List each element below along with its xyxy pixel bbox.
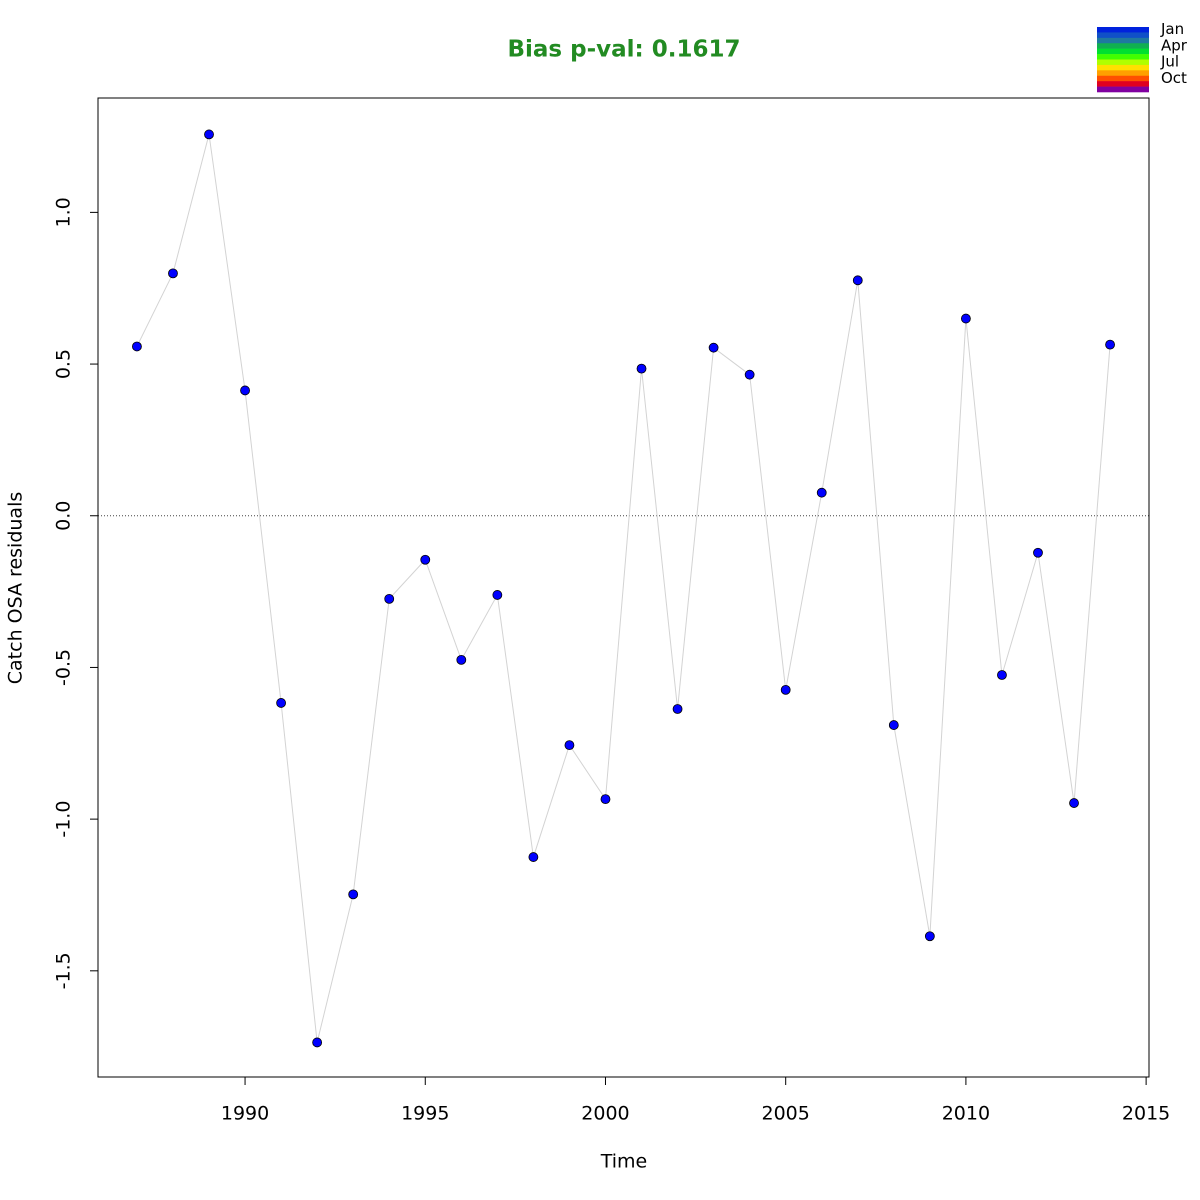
data-point xyxy=(780,684,791,695)
data-point xyxy=(492,590,503,600)
data-point xyxy=(420,554,431,565)
y-tick-label: 1.0 xyxy=(53,197,75,227)
legend-swatch xyxy=(1097,75,1149,82)
data-point xyxy=(744,369,755,380)
data-point xyxy=(672,704,683,714)
x-tick-label: 2010 xyxy=(942,1103,990,1125)
series-line xyxy=(136,134,1111,1043)
x-tick-label: 2015 xyxy=(1122,1103,1170,1125)
x-tick-label: 2005 xyxy=(762,1103,810,1125)
data-point xyxy=(924,931,935,942)
data-point xyxy=(456,654,467,665)
data-point xyxy=(1069,798,1079,808)
legend-swatch xyxy=(1097,48,1149,55)
data-point xyxy=(852,275,863,286)
data-point xyxy=(708,342,719,353)
legend-swatch xyxy=(1097,81,1149,87)
data-point xyxy=(636,363,647,374)
legend-swatch xyxy=(1097,86,1149,93)
data-point xyxy=(816,487,827,498)
y-tick-label: -0.5 xyxy=(53,649,75,686)
x-tick-label: 1995 xyxy=(401,1103,449,1125)
legend-swatch xyxy=(1097,64,1149,71)
legend-label: Jan xyxy=(1160,20,1184,38)
x-tick-label: 2000 xyxy=(581,1103,629,1125)
data-point xyxy=(1033,547,1043,558)
chart-title: Bias p-val: 0.1617 xyxy=(508,37,741,63)
data-point xyxy=(1105,339,1115,350)
legend-swatch xyxy=(1097,37,1149,44)
legend-swatch xyxy=(1097,70,1149,77)
plot-frame xyxy=(97,97,1150,1078)
data-point xyxy=(600,794,611,805)
data-point xyxy=(240,385,250,396)
legend-label: Jul xyxy=(1160,53,1179,71)
data-point xyxy=(276,698,286,708)
legend-swatch xyxy=(1097,27,1149,33)
legend-swatch xyxy=(1097,59,1149,66)
legend-label: Apr xyxy=(1161,36,1188,54)
data-point xyxy=(168,268,178,279)
data-point xyxy=(528,852,539,862)
y-tick-label: 0.5 xyxy=(53,349,75,379)
data-point xyxy=(348,889,359,900)
legend-swatch xyxy=(1097,32,1149,39)
data-point xyxy=(312,1037,323,1048)
data-point xyxy=(132,341,142,352)
data-point xyxy=(384,593,395,604)
data-point xyxy=(888,720,899,730)
data-point xyxy=(997,670,1007,680)
x-axis-label: Time xyxy=(600,1151,648,1173)
legend-label: Oct xyxy=(1161,69,1187,87)
y-tick-label: -1.5 xyxy=(53,952,75,989)
y-tick-label: -1.0 xyxy=(53,801,75,838)
data-point xyxy=(564,740,575,751)
y-axis-label: Catch OSA residuals xyxy=(5,492,27,684)
data-point xyxy=(961,313,971,324)
legend-swatch xyxy=(1097,54,1149,60)
legend-swatch xyxy=(1097,43,1149,49)
x-tick-label: 1990 xyxy=(221,1103,269,1125)
y-tick-label: 0.0 xyxy=(53,501,75,531)
data-point xyxy=(204,129,214,140)
